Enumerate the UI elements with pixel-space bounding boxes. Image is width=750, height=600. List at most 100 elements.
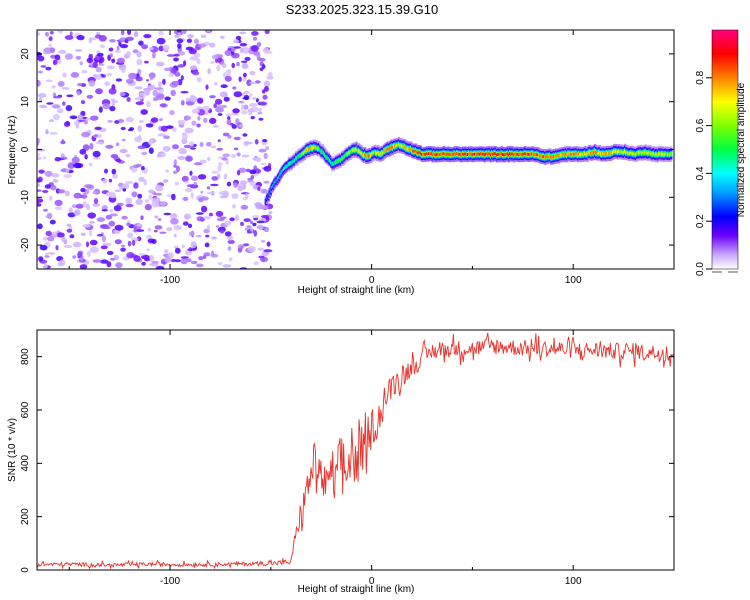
spectrogram-noise-blob (196, 263, 204, 268)
spectrogram-ridge-cell (328, 158, 332, 162)
spectrogram-noise-blob (144, 199, 150, 203)
spectrogram-noise-blob (37, 183, 40, 187)
spectrogram-ridge-cell (337, 159, 340, 163)
spectrogram-noise-blob (227, 70, 231, 77)
spectrogram-noise-blob (37, 32, 41, 36)
spectrogram-noise-blob (239, 180, 248, 185)
spectrogram-noise-blob (258, 255, 265, 259)
spectrogram-noise-blob (104, 81, 110, 86)
spectrogram-noise-blob (129, 127, 135, 131)
spectrogram-noise-blob (49, 119, 55, 123)
spectrogram-noise-blob (159, 118, 163, 122)
spectrogram-ridge-cell (276, 177, 280, 181)
spectrogram-noise-blob (226, 119, 232, 126)
spectrogram-noise-blob (148, 139, 154, 146)
spectrogram-noise-blob (186, 184, 194, 188)
spectrogram-noise-blob (184, 127, 194, 134)
spectrogram-noise-blob (100, 245, 108, 250)
spectrogram-noise-blob (173, 224, 182, 231)
spectrogram-noise-blob (217, 139, 221, 143)
spectrogram-noise-blob (122, 183, 130, 190)
spectrogram-ridge-cell (464, 152, 467, 156)
spectrogram-noise-blob (206, 224, 211, 231)
spectrogram-noise-blob (259, 67, 264, 71)
spectrogram-ridge-cell (386, 147, 390, 151)
spectrogram-noise-blob (184, 188, 193, 193)
spectrogram-noise-blob (174, 247, 181, 254)
spectrogram-noise-blob (251, 45, 259, 52)
spectrogram-noise-blob (227, 48, 232, 51)
spectrogram-noise-blob (106, 73, 113, 77)
spectrogram-noise-blob (155, 265, 165, 269)
spectrogram-noise-blob (263, 226, 269, 233)
spectrogram-noise-blob (206, 191, 215, 195)
spectrogram-noise-blob (171, 127, 177, 132)
spectrogram-noise-blob (152, 52, 156, 59)
spectrogram-ridge-cell (409, 147, 413, 151)
spectrogram-noise-blob (84, 154, 88, 160)
spectrogram-noise-blob (189, 170, 193, 176)
spectrogram-noise-blob (61, 139, 65, 145)
spectrogram-noise-blob (249, 169, 257, 175)
spectrogram-noise-blob (253, 261, 259, 266)
spectrogram-noise-blob (162, 78, 166, 85)
spectrogram-noise-blob (141, 151, 148, 156)
spectrogram-noise-blob (218, 162, 223, 166)
spectrogram-ridge-cell (399, 144, 402, 148)
spectrogram-noise-blob (141, 166, 145, 171)
spectrogram-noise-blob (42, 190, 49, 193)
spectrogram-noise-blob (166, 227, 173, 232)
spectrogram-noise-blob (190, 175, 199, 181)
spectrogram-noise-blob (154, 225, 163, 230)
spectrogram-ridge-cell (590, 151, 593, 155)
spectrogram-noise-blob (95, 141, 105, 145)
spectrogram-noise-blob (112, 229, 119, 234)
spectrogram-ridge-cell (366, 154, 369, 158)
spectrogram-noise-blob (72, 241, 82, 248)
spectrogram-noise-blob (224, 75, 232, 82)
spectrogram-noise-blob (66, 223, 72, 227)
spectrogram-ridge-cell (476, 152, 479, 156)
spectrogram-noise-blob (172, 170, 178, 175)
spectrogram-noise-blob (52, 113, 60, 121)
spectrogram-noise-blob (101, 74, 106, 78)
snr-axes: -100 0 100 0 200 400 600 800 (20, 330, 675, 587)
spectrogram-noise-blob (220, 216, 227, 219)
spectrogram-noise-blob (114, 189, 122, 193)
spectrogram-noise-blob (46, 102, 54, 105)
spectrogram-noise-blob (155, 184, 164, 192)
spectrogram-noise-blob (233, 46, 241, 49)
spectrogram-ridge-cell (424, 152, 427, 156)
spectrogram-xtick-label: -100 (160, 275, 180, 286)
spectrogram-noise-blob (88, 162, 93, 166)
spectrogram-noise-blob (92, 259, 102, 263)
spectrogram-noise-blob (44, 184, 52, 189)
spectrogram-noise-blob (238, 101, 245, 104)
spectrogram-noise-blob (177, 32, 181, 38)
spectrogram-ridge-cell (322, 151, 326, 155)
spectrogram-ridge (264, 136, 673, 208)
spectrogram-noise-blob (257, 224, 264, 231)
spectrogram-noise-blob (110, 192, 117, 199)
spectrogram-ridge-cell (374, 151, 378, 155)
snr-series (37, 332, 674, 570)
spectrogram-noise-blob (102, 235, 106, 243)
spectrogram-noise-blob (190, 94, 195, 98)
spectrogram-noise-blob (122, 188, 127, 192)
spectrogram-noise-blob (109, 105, 116, 112)
spectrogram-noise-blob (166, 54, 176, 57)
spectrogram-noise-blob (102, 178, 108, 184)
spectrogram-ridge-cell (432, 152, 436, 156)
spectrogram-noise-blob (125, 203, 134, 208)
spectrogram-noise-blob (43, 208, 48, 212)
spectrogram-noise-blob (258, 148, 267, 153)
spectrogram-ridge-cell (499, 153, 502, 157)
spectrogram-noise-blob (140, 215, 144, 220)
spectrogram-ridge-cell (455, 152, 459, 156)
spectrogram-noise-blob (165, 125, 174, 129)
spectrogram-noise-blob (240, 104, 244, 111)
spectrogram-noise-blob (141, 261, 146, 266)
spectrogram-noise-blob (163, 249, 169, 254)
spectrogram-noise-blob (200, 34, 207, 38)
